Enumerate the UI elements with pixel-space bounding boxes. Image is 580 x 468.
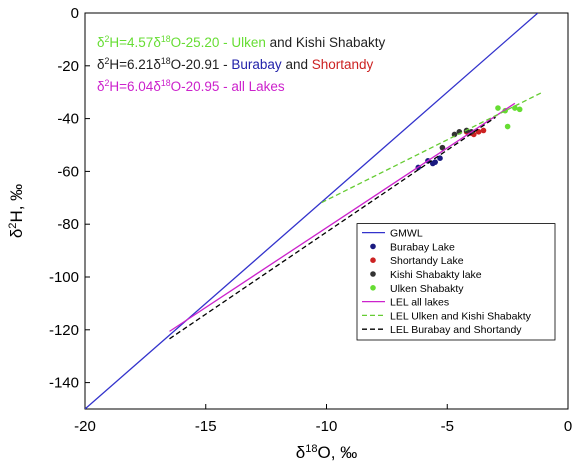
data-point [516, 106, 523, 113]
y-axis-label-part: 2 [7, 223, 19, 229]
data-point [439, 144, 446, 151]
y-tick-label: -120 [49, 322, 79, 339]
legend-label: LEL Burabay and Shortandy [390, 324, 522, 336]
data-point [495, 105, 501, 111]
series-line [169, 116, 496, 340]
y-tick-label: 0 [71, 5, 79, 22]
annotation-part: 18 [161, 78, 171, 88]
legend-swatch [370, 257, 376, 264]
annotation-part: 18 [161, 56, 171, 66]
annotation-part: and [282, 57, 312, 72]
legend-swatch [370, 271, 376, 277]
annotation-part: H=6.04δ [109, 79, 160, 94]
x-axis-label-part: δ [296, 443, 305, 462]
annotation-part: 2 [105, 34, 110, 44]
data-point [480, 127, 487, 134]
annotation: δ2H=6.04δ18O-20.95 - all Lakes [97, 78, 285, 94]
annotation-part: 2 [105, 56, 110, 66]
annotation-part: 2 [105, 78, 110, 88]
y-axis-label-part: δ [7, 229, 26, 238]
y-tick-label: -100 [49, 269, 79, 286]
series-line [321, 92, 542, 204]
annotation: δ2H=6.21δ18O-20.91 - Burabay and Shortan… [97, 56, 374, 72]
legend-label: Shortandy Lake [390, 255, 464, 267]
annotation-part: δ [97, 35, 105, 50]
x-tick-label: -15 [195, 418, 217, 435]
annotation-part: O-20.91 - [171, 57, 232, 72]
x-axis-label-part: O, ‰ [318, 443, 358, 462]
y-tick-label: -80 [57, 216, 79, 233]
legend-swatch [370, 285, 376, 291]
legend-box [356, 223, 556, 341]
annotation: δ2H=4.57δ18O-25.20 - Ulken and Kishi Sha… [97, 34, 385, 50]
legend-label: GMWL [390, 228, 423, 240]
legend-label: Ulken Shabakty [390, 283, 464, 295]
x-tick-label: -20 [74, 418, 96, 435]
x-axis-label: δ18O, ‰ [296, 443, 357, 462]
y-tick-label: -20 [57, 58, 79, 75]
legend-label: Burabay Lake [390, 241, 455, 253]
annotation-part: Shortandy [312, 57, 374, 72]
annotation-part: O-20.95 - all Lakes [171, 79, 285, 94]
annotation-part: δ [97, 79, 105, 94]
series-line [85, 13, 539, 409]
legend-label: LEL Ulken and Kishi Shabakty [390, 310, 532, 322]
legend-swatch [370, 243, 376, 250]
y-axis-label: δ2H, ‰ [7, 184, 26, 238]
x-tick-label: -10 [316, 418, 338, 435]
annotation-part: δ [97, 57, 105, 72]
data-point [437, 155, 443, 161]
data-point [512, 105, 518, 111]
y-tick-label: -140 [49, 375, 79, 392]
y-tick-label: -40 [57, 111, 79, 128]
plot-frame [84, 12, 569, 410]
annotation-part: O-25.20 - Ulken [171, 35, 266, 50]
legend-label: LEL all lakes [390, 297, 449, 309]
annotation-part: and Kishi Shabakty [266, 35, 386, 50]
data-point [451, 131, 458, 138]
annotation-part: Burabay [231, 57, 282, 72]
y-tick-label: -60 [57, 163, 79, 180]
annotation-part: H=6.21δ [109, 57, 160, 72]
x-tick-label: 0 [564, 418, 572, 435]
y-axis-label-part: H, ‰ [7, 184, 26, 223]
x-axis-label-part: 18 [305, 443, 317, 455]
annotation-part: H=4.57δ [109, 35, 160, 50]
data-point [432, 159, 438, 165]
x-tick-label: -5 [441, 418, 454, 435]
data-point [504, 123, 511, 130]
series-line [169, 102, 516, 332]
annotation-part: 18 [161, 34, 171, 44]
legend-label: Kishi Shabakty lake [390, 269, 482, 281]
